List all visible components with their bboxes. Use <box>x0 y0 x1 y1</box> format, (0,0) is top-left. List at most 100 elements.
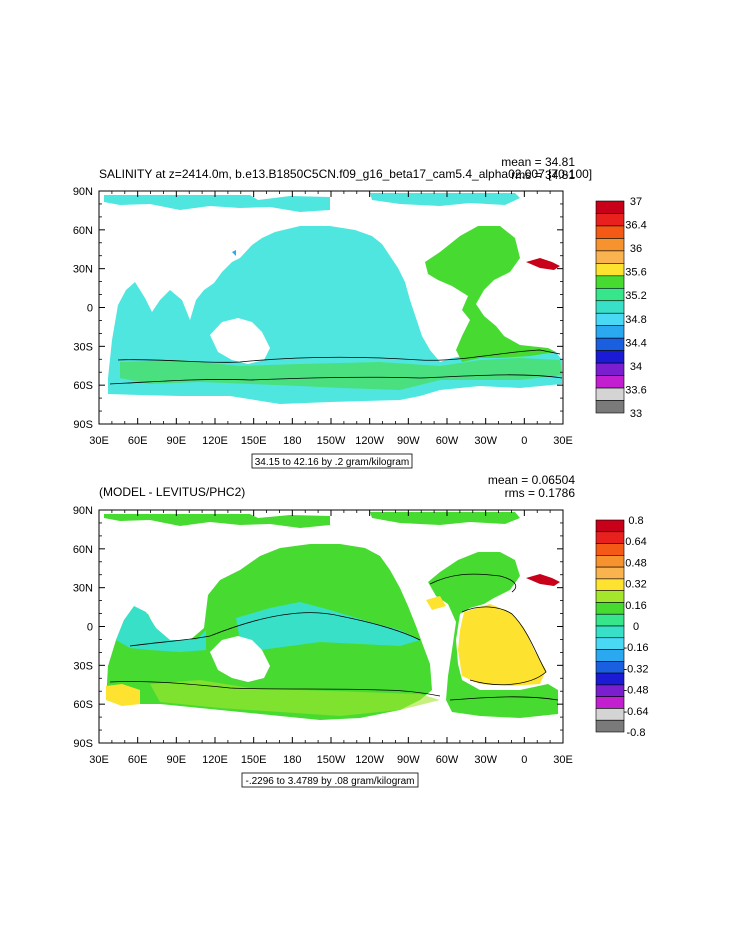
colorbar-box <box>595 696 625 709</box>
panel2-contour-5 <box>449 696 559 701</box>
colorbar-box <box>595 543 625 556</box>
colorbar-label: -0.16 <box>623 642 648 654</box>
colorbar-label: 35.6 <box>625 267 646 279</box>
y-tick-label: 90N <box>73 505 93 517</box>
panel1-field-med <box>526 258 560 270</box>
panel1-title: SALINITY at z=2414.0m, b.e13.B1850C5CN.f… <box>99 167 592 181</box>
x-tick-label: 120W <box>355 435 384 447</box>
x-tick-label: 180 <box>283 435 301 447</box>
colorbar-box <box>595 350 625 364</box>
colorbar-box <box>595 263 625 277</box>
colorbar-box <box>595 200 625 214</box>
colorbar-label: 34.4 <box>625 337 646 349</box>
x-tick-label: 60W <box>436 435 459 447</box>
panel1-map <box>104 193 563 404</box>
colorbar-box <box>595 531 625 544</box>
panel1-field-arctic <box>104 195 330 212</box>
x-tick-label: 30W <box>474 435 497 447</box>
panel2-rms: rms = 0.1786 <box>505 486 576 500</box>
panel2-contour-1 <box>109 681 441 697</box>
x-tick-label: 150W <box>317 754 346 766</box>
colorbar-label: 34 <box>630 361 642 373</box>
y-tick-label: 90S <box>73 738 93 750</box>
x-tick-label: 30E <box>89 435 109 447</box>
colorbar-box <box>595 519 625 533</box>
colorbar-label: -0.64 <box>623 706 648 718</box>
panel2-contour-4 <box>429 573 517 593</box>
colorbar-box <box>595 375 625 389</box>
x-tick-label: 180 <box>283 754 301 766</box>
colorbar-label: 37 <box>630 196 642 208</box>
colorbar-box <box>595 708 625 721</box>
y-tick-label: 30N <box>73 264 93 276</box>
x-tick-label: 120E <box>202 435 228 447</box>
panel2-title: (MODEL - LEVITUS/PHC2) <box>99 485 245 499</box>
panel2-field-atlantic <box>428 552 558 718</box>
x-tick-label: 150E <box>241 754 267 766</box>
panel2-land-australia <box>210 636 270 682</box>
colorbar-label: 34.8 <box>625 314 646 326</box>
x-tick-label: 90E <box>167 754 187 766</box>
x-tick-label: 60W <box>436 754 459 766</box>
y-tick-label: 30S <box>73 660 93 672</box>
colorbar-box <box>595 287 625 302</box>
panel2-field-indian-cyan <box>116 606 206 652</box>
panel2-mean: mean = 0.06504 <box>488 473 575 487</box>
y-tick-label: 60S <box>73 699 93 711</box>
panel-difference: (MODEL - LEVITUS/PHC2) mean = 0.06504 rm… <box>73 473 649 788</box>
panel1-contour-note-box <box>251 453 413 469</box>
panel2-contour-note-box <box>241 772 419 788</box>
panel2-map <box>104 512 560 720</box>
colorbar-label: 0 <box>633 621 639 633</box>
y-tick-label: 30N <box>73 583 93 595</box>
y-tick-label: 60N <box>73 225 93 237</box>
panel2-field-pacific-cyan <box>236 602 420 650</box>
panel2-field-south-yellow <box>106 684 140 706</box>
panel1-contour-2 <box>109 374 563 385</box>
x-tick-label: 30W <box>474 754 497 766</box>
colorbar-box <box>595 637 625 650</box>
x-tick-label: 90W <box>397 435 420 447</box>
y-tick-label: 60S <box>73 380 93 392</box>
panel2-field-med <box>526 574 560 586</box>
x-tick-label: 90E <box>167 435 187 447</box>
panel1-rms: rms = 34.81 <box>511 168 575 182</box>
colorbar-box <box>595 625 625 639</box>
colorbar-label: 0.32 <box>625 579 646 591</box>
colorbar-label: 35.2 <box>625 290 646 302</box>
x-tick-label: 30E <box>553 754 573 766</box>
x-tick-label: 150W <box>317 435 346 447</box>
y-tick-label: 30S <box>73 341 93 353</box>
colorbar-box <box>595 672 625 686</box>
colorbar-box <box>595 387 625 401</box>
colorbar-box <box>595 238 625 252</box>
colorbar-box <box>595 661 625 674</box>
panel2-field-atlantic-yellow <box>458 604 546 686</box>
x-tick-label: 60E <box>128 754 148 766</box>
x-tick-label: 120W <box>355 754 384 766</box>
panel1-field-southern <box>120 358 562 390</box>
colorbar-label: 33.6 <box>625 384 646 396</box>
colorbar-label: 36 <box>630 243 642 255</box>
panel2-field-atl-n-yellow <box>426 596 446 610</box>
colorbar-box <box>595 649 625 662</box>
colorbar-box <box>595 613 625 627</box>
colorbar-box <box>595 312 625 327</box>
colorbar-box <box>595 684 625 697</box>
panel1-contour <box>117 349 561 363</box>
y-tick-label: 60N <box>73 544 93 556</box>
panel2-contour-2 <box>129 612 421 647</box>
colorbar-label: 36.4 <box>625 220 646 232</box>
panel2-colorbar: 0.8 0.64 0.48 0.32 0.16 0 -0.16 -0.32 -0.48 -0.64… <box>595 515 649 739</box>
x-tick-label: 150E <box>241 435 267 447</box>
panel2-field-arctic <box>104 514 330 528</box>
x-tick-label: 0 <box>521 754 527 766</box>
colorbar-label: 0.64 <box>625 536 646 548</box>
colorbar-box <box>595 250 625 264</box>
colorbar-box <box>595 602 625 615</box>
panel1-spot-blue <box>232 250 236 256</box>
y-tick-label: 0 <box>87 303 93 315</box>
panel1-field-arctic-e <box>370 193 520 206</box>
colorbar-box <box>595 213 625 227</box>
